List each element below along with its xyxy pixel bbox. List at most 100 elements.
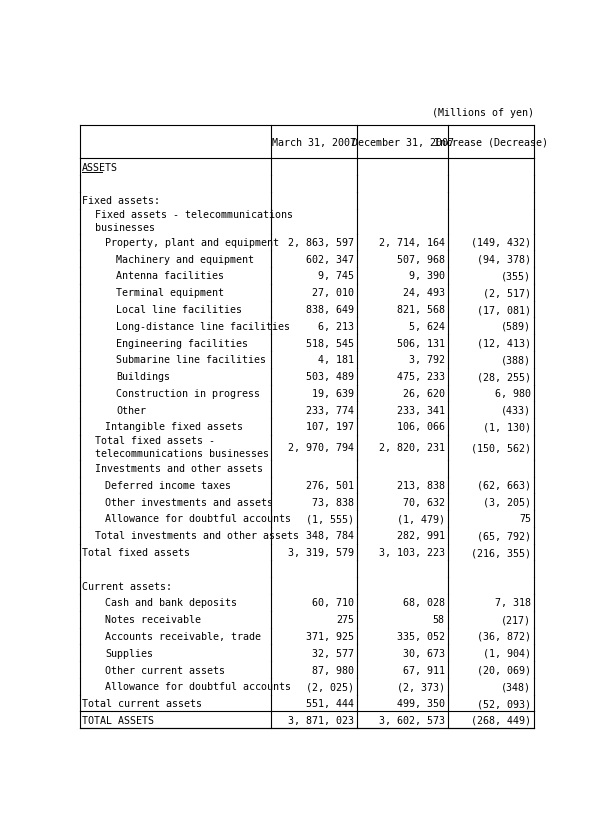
Text: ASSETS: ASSETS: [82, 162, 118, 173]
Text: 3, 871, 023: 3, 871, 023: [288, 715, 354, 725]
Text: (94, 378): (94, 378): [477, 255, 531, 265]
Text: 499, 350: 499, 350: [397, 698, 445, 708]
Text: 3, 602, 573: 3, 602, 573: [379, 715, 445, 725]
Text: 475, 233: 475, 233: [397, 371, 445, 382]
Text: 6, 980: 6, 980: [495, 389, 531, 399]
Text: (2, 025): (2, 025): [305, 681, 354, 691]
Text: (388): (388): [501, 355, 531, 365]
Text: Property, plant and equipment: Property, plant and equipment: [105, 237, 280, 247]
Text: March 31, 2007: March 31, 2007: [272, 137, 356, 147]
Text: 2, 820, 231: 2, 820, 231: [379, 442, 445, 452]
Text: 30, 673: 30, 673: [403, 648, 445, 658]
Text: (150, 562): (150, 562): [471, 442, 531, 452]
Text: 503, 489: 503, 489: [305, 371, 354, 382]
Text: Increase (Decrease): Increase (Decrease): [434, 137, 548, 147]
Text: 9, 390: 9, 390: [409, 271, 445, 281]
Text: (28, 255): (28, 255): [477, 371, 531, 382]
Text: 2, 970, 794: 2, 970, 794: [288, 442, 354, 452]
Text: (348): (348): [501, 681, 531, 691]
Text: 838, 649: 838, 649: [305, 304, 354, 314]
Text: (589): (589): [501, 322, 531, 332]
Text: (65, 792): (65, 792): [477, 531, 531, 541]
Text: (17, 081): (17, 081): [477, 304, 531, 314]
Text: Allowance for doubtful accounts: Allowance for doubtful accounts: [105, 514, 292, 523]
Text: 9, 745: 9, 745: [318, 271, 354, 281]
Text: 518, 545: 518, 545: [305, 338, 354, 348]
Text: 68, 028: 68, 028: [403, 598, 445, 608]
Text: Construction in progress: Construction in progress: [116, 389, 261, 399]
Text: 507, 968: 507, 968: [397, 255, 445, 265]
Text: 335, 052: 335, 052: [397, 631, 445, 641]
Text: Allowance for doubtful accounts: Allowance for doubtful accounts: [105, 681, 292, 691]
Text: 67, 911: 67, 911: [403, 665, 445, 675]
Text: Deferred income taxes: Deferred income taxes: [105, 480, 231, 490]
Text: 107, 197: 107, 197: [305, 422, 354, 432]
Text: 5, 624: 5, 624: [409, 322, 445, 332]
Text: 26, 620: 26, 620: [403, 389, 445, 399]
Text: Submarine line facilities: Submarine line facilities: [116, 355, 267, 365]
Text: (355): (355): [501, 271, 531, 281]
Text: 275: 275: [336, 614, 354, 624]
Text: Local line facilities: Local line facilities: [116, 304, 243, 314]
Text: 19, 639: 19, 639: [312, 389, 354, 399]
Text: 7, 318: 7, 318: [495, 598, 531, 608]
Text: Other: Other: [116, 405, 146, 415]
Text: 75: 75: [519, 514, 531, 523]
Text: Supplies: Supplies: [105, 648, 153, 658]
Text: 24, 493: 24, 493: [403, 288, 445, 298]
Text: (1, 130): (1, 130): [483, 422, 531, 432]
Text: Long-distance line facilities: Long-distance line facilities: [116, 322, 291, 332]
Text: 276, 501: 276, 501: [305, 480, 354, 490]
Text: 6, 213: 6, 213: [318, 322, 354, 332]
Text: Investments and other assets: Investments and other assets: [95, 464, 262, 474]
Text: Current assets:: Current assets:: [82, 581, 172, 591]
Text: Total investments and other assets: Total investments and other assets: [95, 531, 298, 541]
Text: (2, 517): (2, 517): [483, 288, 531, 298]
Text: 821, 568: 821, 568: [397, 304, 445, 314]
Text: Terminal equipment: Terminal equipment: [116, 288, 225, 298]
Text: Intangible fixed assets: Intangible fixed assets: [105, 422, 244, 432]
Text: (1, 479): (1, 479): [397, 514, 445, 523]
Text: 73, 838: 73, 838: [312, 497, 354, 507]
Text: (12, 413): (12, 413): [477, 338, 531, 348]
Text: 233, 774: 233, 774: [305, 405, 354, 415]
Text: (20, 069): (20, 069): [477, 665, 531, 675]
Text: 58: 58: [432, 614, 445, 624]
Text: Antenna facilities: Antenna facilities: [116, 271, 225, 281]
Text: (36, 872): (36, 872): [477, 631, 531, 641]
Text: (268, 449): (268, 449): [471, 715, 531, 725]
Text: (52, 093): (52, 093): [477, 698, 531, 708]
Text: 87, 980: 87, 980: [312, 665, 354, 675]
Text: 213, 838: 213, 838: [397, 480, 445, 490]
Text: 233, 341: 233, 341: [397, 405, 445, 415]
Text: 106, 066: 106, 066: [397, 422, 445, 432]
Text: telecommunications businesses: telecommunications businesses: [95, 448, 268, 458]
Text: 3, 792: 3, 792: [409, 355, 445, 365]
Text: TOTAL ASSETS: TOTAL ASSETS: [82, 715, 154, 725]
Text: Notes receivable: Notes receivable: [105, 614, 201, 624]
Text: (Millions of yen): (Millions of yen): [432, 108, 534, 117]
Text: 27, 010: 27, 010: [312, 288, 354, 298]
Text: (62, 663): (62, 663): [477, 480, 531, 490]
Text: Buildings: Buildings: [116, 371, 170, 382]
Text: 32, 577: 32, 577: [312, 648, 354, 658]
Text: (433): (433): [501, 405, 531, 415]
Text: 3, 103, 223: 3, 103, 223: [379, 547, 445, 557]
Text: Other investments and assets: Other investments and assets: [105, 497, 274, 507]
Text: (1, 904): (1, 904): [483, 648, 531, 658]
Text: Other current assets: Other current assets: [105, 665, 225, 675]
Text: Cash and bank deposits: Cash and bank deposits: [105, 598, 237, 608]
Text: Total current assets: Total current assets: [82, 698, 202, 708]
Text: 70, 632: 70, 632: [403, 497, 445, 507]
Text: Engineering facilities: Engineering facilities: [116, 338, 249, 348]
Text: December 31, 2007: December 31, 2007: [352, 137, 453, 147]
Text: 371, 925: 371, 925: [305, 631, 354, 641]
Text: 551, 444: 551, 444: [305, 698, 354, 708]
Text: Fixed assets - telecommunications: Fixed assets - telecommunications: [95, 210, 292, 220]
Text: (216, 355): (216, 355): [471, 547, 531, 557]
Text: 60, 710: 60, 710: [312, 598, 354, 608]
Text: (149, 432): (149, 432): [471, 237, 531, 247]
Text: (2, 373): (2, 373): [397, 681, 445, 691]
Text: (3, 205): (3, 205): [483, 497, 531, 507]
Text: Total fixed assets -: Total fixed assets -: [95, 436, 214, 446]
